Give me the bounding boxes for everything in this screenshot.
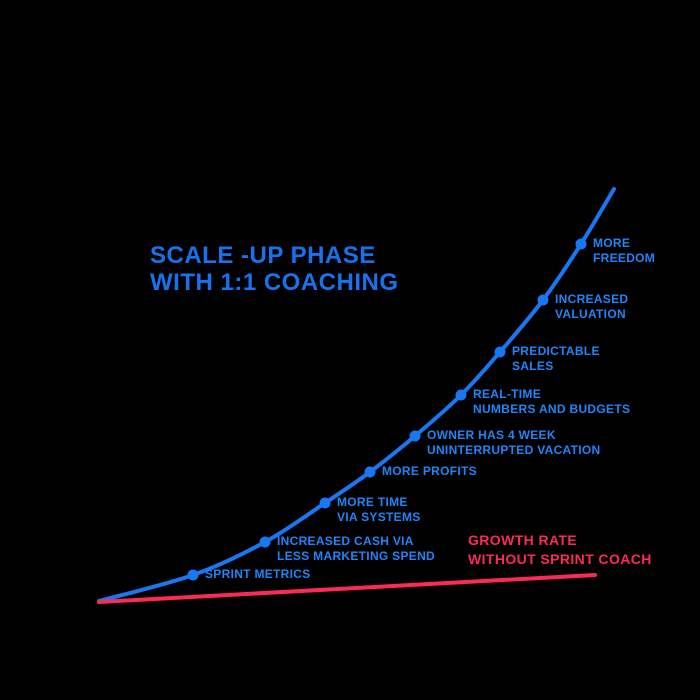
baseline-growth-label: GROWTH RATE WITHOUT SPRINT COACH <box>468 532 652 567</box>
milestone-dot <box>575 238 587 250</box>
milestone-dot <box>364 466 376 478</box>
milestone-label: INCREASED CASH VIA LESS MARKETING SPEND <box>277 534 436 563</box>
baseline-growth-line <box>97 573 597 604</box>
milestone-dot <box>455 389 467 401</box>
milestone-label: PREDICTABLE SALES <box>512 344 600 373</box>
milestone-label: MORE PROFITS <box>382 464 477 478</box>
milestone-dot <box>259 536 271 548</box>
milestone-dot <box>494 346 506 358</box>
milestone-label: MORE FREEDOM <box>593 236 656 265</box>
milestone-dot <box>409 430 421 442</box>
milestone-label: INCREASED VALUATION <box>555 292 629 321</box>
milestone-label: OWNER HAS 4 WEEK UNINTERRUPTED VACATION <box>427 428 601 457</box>
milestone-label: REAL-TIME NUMBERS AND BUDGETS <box>473 387 631 416</box>
milestone-dot <box>319 497 331 509</box>
milestone-label: MORE TIME VIA SYSTEMS <box>337 495 421 524</box>
milestone-label: SPRINT METRICS <box>205 567 311 581</box>
chart-title: SCALE -UP PHASE WITH 1:1 COACHING <box>150 242 399 296</box>
milestone-dot <box>187 569 199 581</box>
milestone-dot <box>537 294 549 306</box>
